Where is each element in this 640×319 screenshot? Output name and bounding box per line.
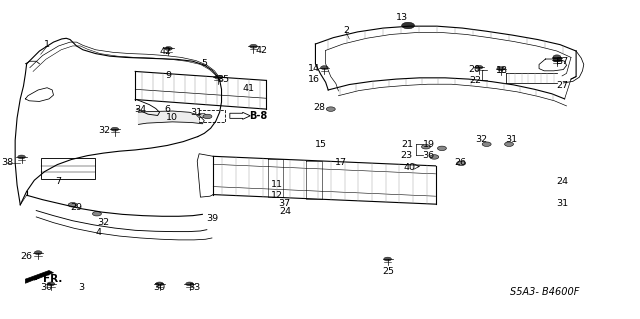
- Circle shape: [497, 67, 504, 70]
- Text: B-8: B-8: [249, 111, 268, 121]
- Polygon shape: [26, 271, 54, 283]
- Text: 12: 12: [271, 191, 283, 200]
- Text: FR.: FR.: [43, 274, 62, 284]
- Text: 32: 32: [97, 218, 109, 227]
- Circle shape: [422, 145, 431, 149]
- Text: 31: 31: [190, 108, 202, 117]
- Text: 11: 11: [271, 180, 283, 189]
- Circle shape: [456, 161, 465, 166]
- Text: 30: 30: [154, 283, 166, 292]
- Text: 33: 33: [188, 283, 200, 292]
- Text: 39: 39: [206, 214, 218, 223]
- Text: 36: 36: [422, 151, 434, 160]
- Text: 17: 17: [335, 158, 347, 167]
- Circle shape: [553, 56, 561, 60]
- Circle shape: [203, 114, 212, 119]
- Circle shape: [18, 155, 26, 159]
- Text: 25: 25: [382, 267, 394, 276]
- Circle shape: [164, 47, 172, 50]
- Circle shape: [156, 282, 163, 286]
- Text: 10: 10: [166, 113, 179, 122]
- Circle shape: [438, 146, 447, 151]
- Text: 16: 16: [308, 75, 320, 84]
- Text: 7: 7: [56, 177, 61, 186]
- Circle shape: [553, 55, 561, 59]
- Circle shape: [47, 282, 55, 286]
- Text: 5: 5: [201, 59, 207, 68]
- Text: 18: 18: [496, 66, 508, 75]
- Text: 21: 21: [401, 140, 413, 149]
- Circle shape: [553, 58, 561, 62]
- Text: 14: 14: [308, 64, 320, 73]
- Text: 6: 6: [164, 105, 170, 114]
- Text: 40: 40: [404, 163, 416, 172]
- Text: 4: 4: [95, 228, 101, 237]
- Text: 34: 34: [134, 105, 147, 114]
- Polygon shape: [138, 111, 204, 124]
- Circle shape: [186, 282, 193, 286]
- Text: 13: 13: [396, 13, 408, 22]
- Text: 32: 32: [99, 126, 111, 135]
- Text: 31: 31: [505, 135, 517, 144]
- Text: 19: 19: [423, 140, 435, 149]
- Circle shape: [504, 142, 513, 146]
- Circle shape: [68, 203, 77, 207]
- Bar: [199, 110, 225, 122]
- Text: 41: 41: [243, 84, 255, 93]
- Circle shape: [321, 66, 328, 70]
- Text: 9: 9: [166, 71, 172, 80]
- Text: 42: 42: [160, 47, 172, 56]
- Text: 35: 35: [218, 75, 230, 84]
- Text: 3: 3: [78, 283, 84, 292]
- Text: 42: 42: [256, 46, 268, 55]
- Circle shape: [111, 127, 118, 131]
- Text: 26: 26: [20, 252, 33, 261]
- Text: 31: 31: [556, 199, 568, 208]
- Text: 24: 24: [280, 207, 291, 216]
- Text: 29: 29: [70, 204, 83, 212]
- Circle shape: [384, 257, 392, 261]
- Text: 37: 37: [278, 199, 291, 208]
- Polygon shape: [196, 113, 207, 118]
- Circle shape: [430, 155, 439, 159]
- Text: 38: 38: [1, 158, 13, 167]
- Text: 23: 23: [401, 151, 413, 160]
- Circle shape: [404, 23, 413, 28]
- Circle shape: [92, 211, 101, 216]
- Bar: [41, 158, 95, 179]
- Text: 30: 30: [40, 283, 52, 292]
- Text: 26: 26: [454, 158, 466, 167]
- Text: 1: 1: [44, 40, 50, 49]
- Text: 24: 24: [556, 177, 568, 186]
- Text: 22: 22: [469, 76, 481, 85]
- Text: S5A3- B4600F: S5A3- B4600F: [510, 287, 579, 297]
- Circle shape: [475, 65, 483, 69]
- Circle shape: [402, 22, 415, 29]
- Text: 27: 27: [556, 81, 568, 90]
- Text: 32: 32: [476, 135, 488, 144]
- Circle shape: [250, 44, 257, 48]
- Circle shape: [326, 107, 335, 111]
- Text: 15: 15: [314, 140, 326, 149]
- Text: 37: 37: [556, 57, 568, 66]
- Text: 28: 28: [313, 103, 325, 112]
- Circle shape: [35, 251, 42, 255]
- Circle shape: [482, 142, 491, 146]
- Text: 20: 20: [468, 65, 480, 74]
- Text: 2: 2: [343, 26, 349, 35]
- Circle shape: [214, 75, 222, 79]
